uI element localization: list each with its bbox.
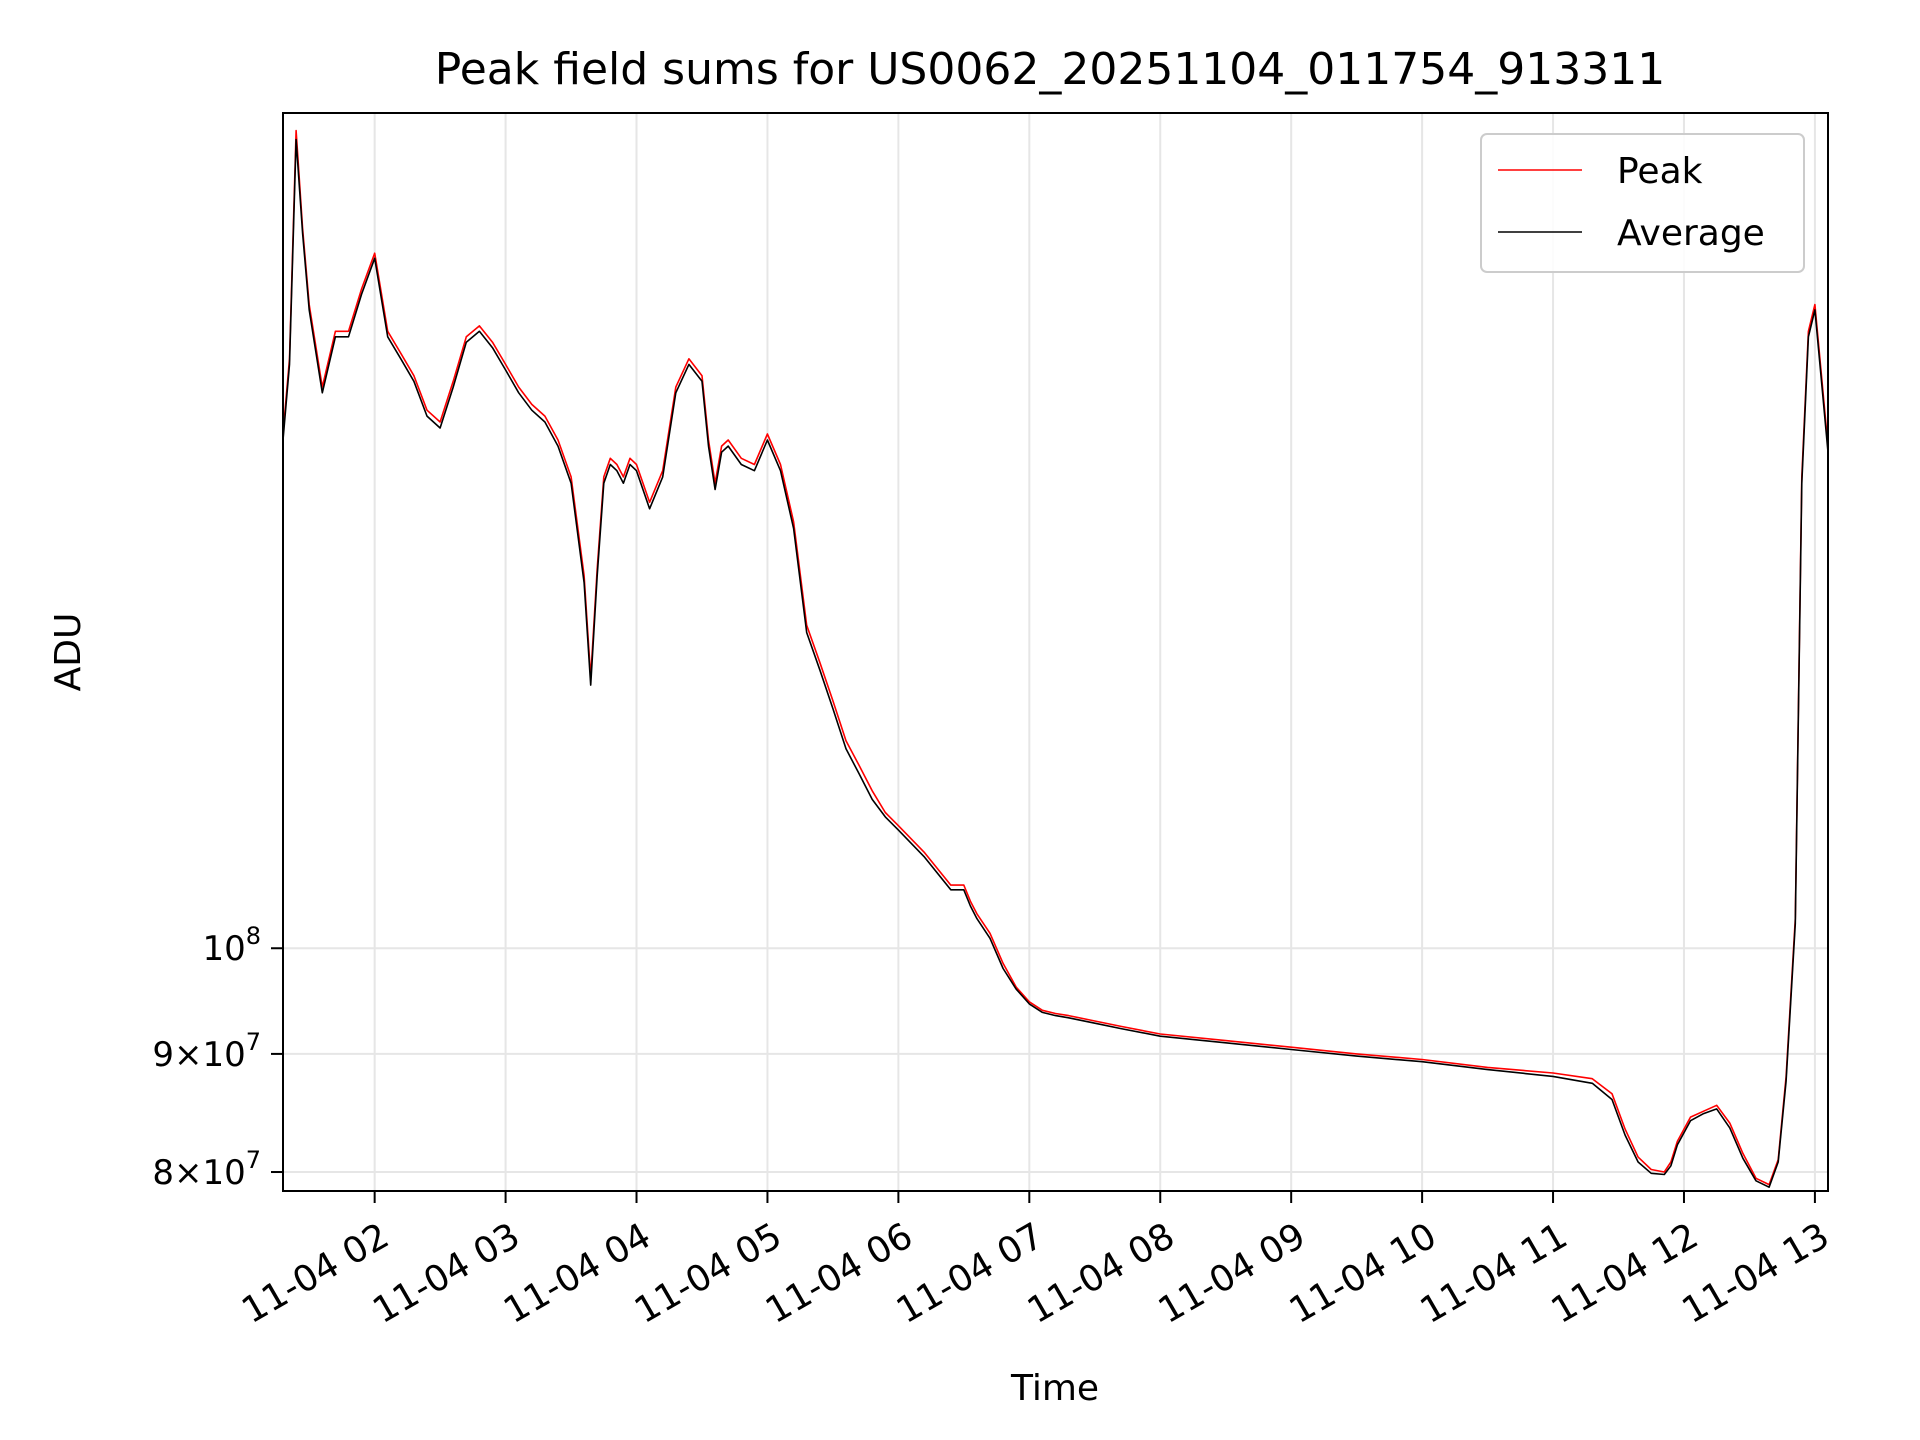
legend: Peak Average <box>1480 133 1805 273</box>
y-tick-exponent: 8 <box>246 922 261 950</box>
y-tick-exponent: 7 <box>246 1028 261 1056</box>
y-tick-base: 10 <box>202 1035 245 1075</box>
series-line-peak <box>283 129 1828 1186</box>
legend-label-average: Average <box>1617 213 1765 254</box>
y-tick-times: × <box>174 1035 203 1075</box>
y-axis-label: ADU <box>48 613 89 692</box>
y-tick-mantissa: 8 <box>152 1153 174 1193</box>
chart-title: Peak field sums for US0062_20251104_0117… <box>435 44 1665 95</box>
plot-series <box>283 129 1828 1188</box>
legend-label-peak: Peak <box>1617 151 1703 192</box>
series-line-average <box>283 138 1828 1188</box>
grid-lines <box>283 113 1828 1191</box>
y-tick-mantissa: 9 <box>152 1035 174 1075</box>
y-tick-exponent: 7 <box>246 1146 261 1174</box>
y-tick-base: 10 <box>202 929 245 969</box>
axes-frame <box>282 112 1829 1192</box>
y-tick-label: 108 <box>202 922 261 969</box>
y-tick-label: 8×107 <box>152 1146 261 1193</box>
legend-frame <box>1480 133 1805 273</box>
y-tick-times: × <box>174 1153 203 1193</box>
y-tick-label: 9×107 <box>152 1028 261 1075</box>
x-axis-label: Time <box>1010 1368 1099 1409</box>
y-tick-base: 10 <box>202 1153 245 1193</box>
